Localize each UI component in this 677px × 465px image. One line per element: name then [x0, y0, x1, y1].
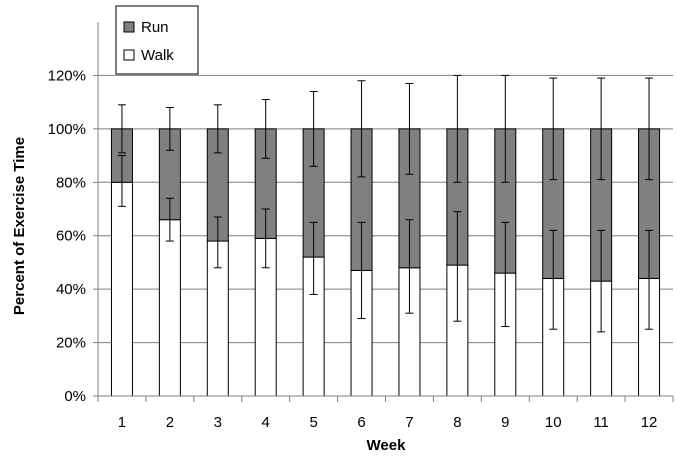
x-tick-label: 8 [453, 414, 461, 431]
x-tick-label: 9 [501, 414, 509, 431]
error-bars-layer [117, 74, 654, 333]
x-tick-label: 6 [357, 414, 365, 431]
y-tick-label: 40% [56, 281, 86, 298]
legend-swatch-run [123, 21, 135, 33]
legend-swatch-walk [123, 49, 135, 61]
x-tick-label: 1 [118, 414, 126, 431]
y-tick-label: 80% [56, 174, 86, 191]
bars-layer [110, 128, 661, 397]
bar-walk [158, 219, 181, 397]
x-tick-label: 12 [641, 414, 658, 431]
y-axis-title: Percent of Exercise Time [11, 137, 28, 315]
y-tick-label: 20% [56, 335, 86, 352]
y-tick-label: 120% [48, 67, 86, 84]
y-tick-label: 100% [48, 121, 86, 138]
x-tick-label: 4 [262, 414, 270, 431]
x-tick-label: 2 [166, 414, 174, 431]
x-tick-label: 7 [405, 414, 413, 431]
x-tick-label: 11 [593, 414, 609, 431]
y-tick-label: 60% [56, 228, 86, 245]
legend: Run Walk [115, 5, 199, 75]
legend-box [115, 5, 199, 75]
axis-layer: 0%20%40%60%80%100%120%1 2 3 4 5 6 7 8 9 10 11 12 [48, 22, 674, 431]
x-axis-title: Week [367, 437, 407, 454]
legend-label-walk: Walk [141, 47, 174, 64]
legend-label-run: Run [141, 19, 169, 36]
y-tick-label: 0% [64, 388, 86, 405]
x-tick-label: 5 [309, 414, 317, 431]
grid-layer [98, 74, 673, 344]
bar-walk [110, 181, 133, 397]
x-tick-label: 10 [545, 414, 562, 431]
x-tick-label: 3 [214, 414, 222, 431]
